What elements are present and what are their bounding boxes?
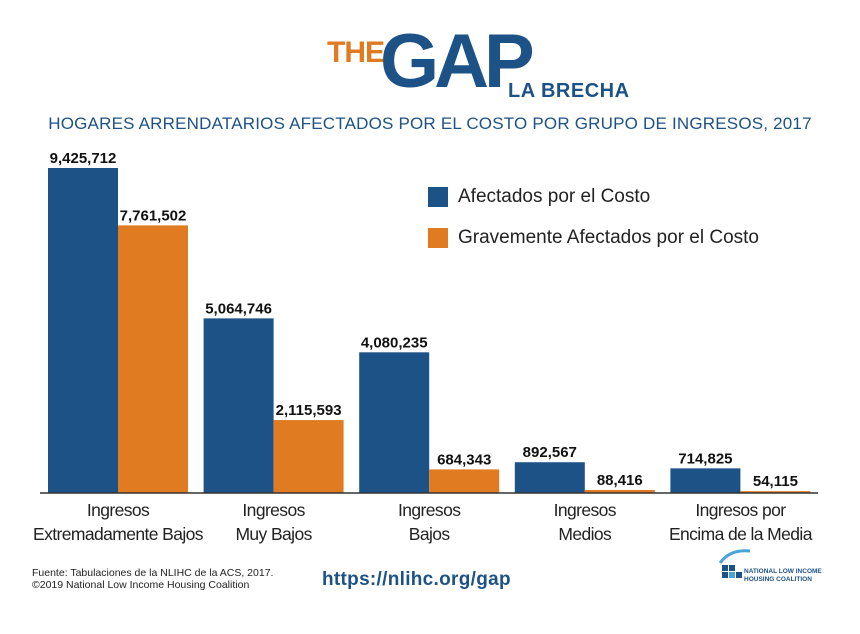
data-label-severely-affected-1: 2,115,593 [276, 402, 342, 419]
data-label-severely-affected-3: 88,416 [597, 472, 643, 489]
data-label-affected-0: 9,425,712 [50, 150, 117, 167]
bar-affected-4 [670, 468, 741, 493]
logo-la-brecha: LA BRECHA [508, 80, 630, 102]
data-label-affected-4: 714,825 [678, 450, 732, 467]
legend-label-affected: Afectados por el Costo [458, 186, 651, 207]
category-label-1-0: Ingresos [242, 500, 305, 520]
bar-affected-0 [48, 168, 118, 493]
legend-swatch-orange [428, 228, 448, 248]
bar-affected-1 [203, 318, 274, 493]
legend-item-affected: Afectados por el Costo [428, 186, 650, 208]
nlihc-name: NATIONAL LOW INCOME HOUSING COALITION [744, 568, 822, 583]
source-line: Fuente: Tabulaciones de la NLIHC de la A… [32, 567, 274, 579]
legend-label-severely-affected: Gravemente Afectados por el Costo [458, 227, 759, 248]
legend-swatch-blue [428, 187, 448, 207]
data-label-severely-affected-2: 684,343 [437, 451, 491, 468]
category-label-2-1: Bajos [409, 524, 451, 544]
logo-gap: GAP [380, 19, 535, 104]
bar-severely-affected-2 [429, 469, 500, 493]
category-label-1-1: Muy Bajos [235, 524, 312, 544]
data-label-severely-affected-4: 54,115 [753, 473, 798, 490]
bar-severely-affected-3 [584, 489, 655, 493]
data-label-affected-3: 892,567 [523, 444, 577, 461]
chart-title: HOGARES ARRENDATARIOS AFECTADOS POR EL C… [48, 114, 812, 133]
category-label-0-0: Ingresos [87, 500, 150, 520]
logo-the: THE [327, 36, 385, 69]
bar-severely-affected-1 [273, 420, 344, 493]
house-icon [718, 549, 751, 578]
category-label-3-0: Ingresos [554, 500, 617, 520]
data-label-affected-2: 4,080,235 [361, 334, 428, 351]
bar-severely-affected-0 [118, 225, 188, 494]
category-label-4-0: Ingresos por [695, 500, 786, 520]
copyright-line: ©2019 National Low Income Housing Coalit… [32, 579, 250, 591]
data-label-affected-1: 5,064,746 [205, 300, 272, 317]
category-label-2-0: Ingresos [398, 500, 461, 520]
source-note: Fuente: Tabulaciones de la NLIHC de la A… [32, 567, 273, 591]
bar-severely-affected-4 [740, 491, 811, 493]
the-gap-logo: THE GAP LA BRECHA [0, 24, 860, 105]
bar-affected-3 [514, 462, 585, 493]
category-label-4-1: Encima de la Media [669, 524, 813, 544]
bar-affected-2 [359, 352, 430, 493]
nlihc-url-link[interactable]: https://nlihc.org/gap [322, 569, 511, 590]
nlihc-logo: NATIONAL LOW INCOME HOUSING COALITION [716, 545, 826, 590]
category-label-3-1: Medios [558, 524, 612, 544]
legend-item-severely-affected: Gravemente Afectados por el Costo [428, 227, 759, 249]
data-label-severely-affected-0: 7,761,502 [120, 207, 187, 224]
category-label-0-1: Extremadamente Bajos [33, 524, 204, 544]
